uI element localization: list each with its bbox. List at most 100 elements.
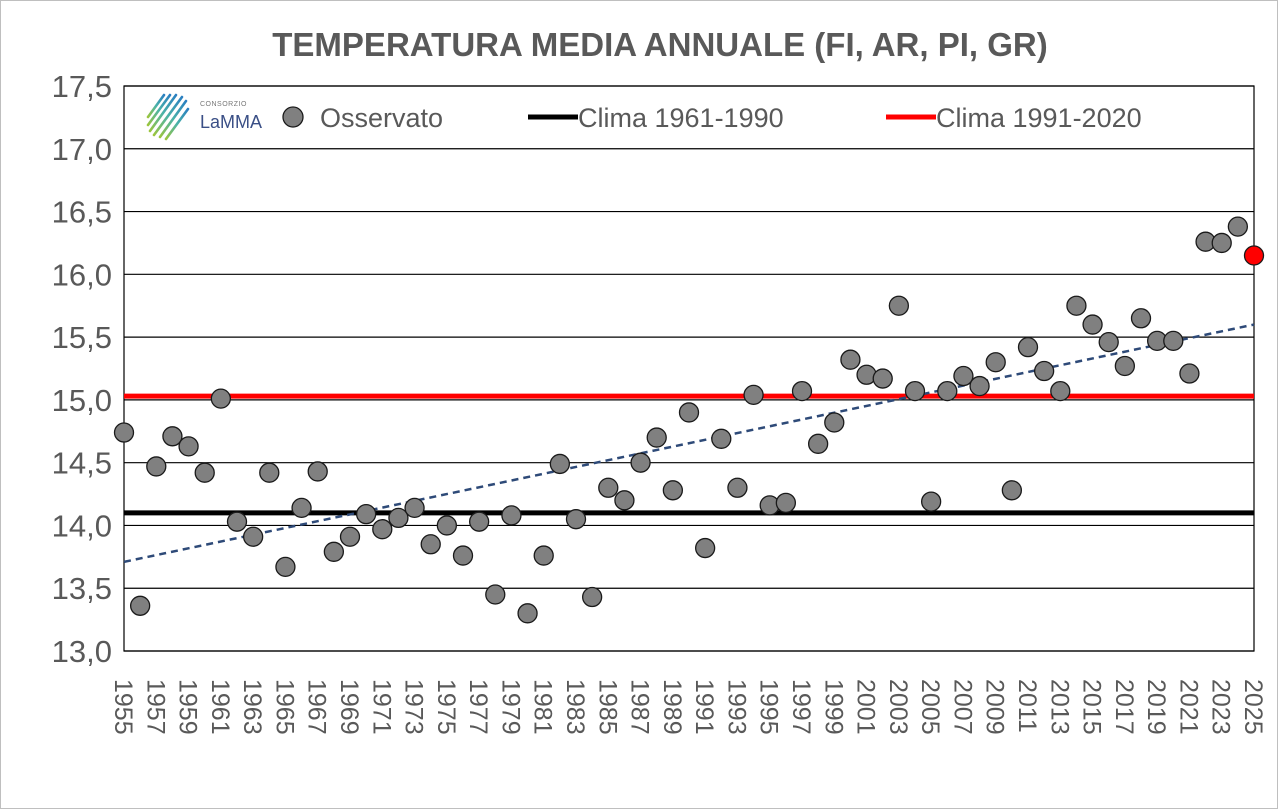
x-tick-label: 1993 [722,679,750,735]
x-tick-label: 2001 [852,679,880,735]
y-tick-label: 15,5 [52,320,112,355]
data-point [372,519,393,540]
x-tick-label: 2023 [1207,679,1235,735]
data-point [420,534,441,555]
x-tick-label: 1979 [496,679,524,735]
x-tick-label: 1995 [755,679,783,735]
x-tick-label: 1981 [529,679,557,735]
x-tick-label: 1959 [174,679,202,735]
x-tick-label: 2013 [1045,679,1073,735]
data-point [1001,480,1023,501]
data-point [791,380,813,402]
data-point [678,402,700,423]
x-tick-label: 1975 [432,679,460,735]
x-tick-label: 2025 [1239,679,1267,735]
y-tick-label: 17,5 [52,69,112,104]
x-tick-label: 1971 [367,679,395,735]
y-tick-label: 14,5 [52,446,112,481]
data-point [1130,308,1152,329]
legend-marker-osservato [282,106,304,128]
data-point [1033,360,1055,382]
data-point [1066,295,1087,316]
data-point [226,511,248,532]
data-point [1017,337,1039,358]
x-tick-label: 1961 [206,679,234,735]
data-point [452,545,474,566]
data-point [969,375,990,397]
data-point [113,422,135,443]
x-tick-label: 1985 [593,679,621,735]
x-tick-label: 1983 [561,679,589,735]
data-point [662,480,684,501]
x-tick-label: 2019 [1142,679,1170,735]
data-point [549,453,571,475]
x-tick-label: 1997 [787,679,815,735]
data-point [727,477,748,498]
x-tick-label: 1967 [303,679,331,735]
x-tick-label: 2009 [981,679,1009,735]
x-tick-label: 2005 [916,679,944,735]
data-point [162,426,183,447]
data-point [1227,216,1249,237]
y-tick-label: 16,0 [52,257,112,292]
data-point [275,556,296,578]
data-point [323,541,345,562]
lamma-logo-mark [146,93,190,141]
data-point [533,545,554,566]
data-point [436,515,458,536]
x-tick-label: 2021 [1174,679,1202,735]
data-point [501,505,522,526]
x-tick-label: 1991 [690,679,718,735]
observed-points [113,216,1265,624]
data-point [807,433,829,454]
y-tick-label: 15,0 [52,383,112,418]
data-point [1114,355,1136,377]
x-tick-label: 2015 [1078,679,1106,735]
data-point [178,436,199,457]
data-point [404,497,425,519]
y-tick-label: 17,0 [52,132,112,167]
data-point [388,507,409,529]
x-tick-label: 1977 [464,679,492,735]
y-tick-label: 13,0 [52,634,112,669]
logo-lamma-text: LaMMA [200,112,263,132]
y-axis-ticks: 13,0 13,5 14,0 14,5 15,0 15,5 16,0 16,5 17,0 17,5 [52,69,112,669]
x-tick-label: 1955 [109,679,137,735]
data-point [872,368,893,389]
data-point [129,595,151,616]
data-point [840,349,861,370]
x-tick-label: 1973 [400,679,428,735]
x-tick-label: 1963 [238,679,266,735]
x-tick-label: 1999 [819,679,847,735]
data-point [1050,380,1071,402]
trendline [123,323,1255,564]
legend-label-clima-1991-2020: Clima 1991-2020 [936,103,1142,133]
y-tick-label: 14,0 [52,508,112,543]
x-tick-label: 2017 [1110,679,1138,735]
y-tick-label: 16,5 [52,195,112,230]
data-point [485,584,506,605]
data-point [291,497,312,519]
data-point [1211,232,1232,254]
data-point [146,456,167,477]
x-tick-label: 1957 [141,679,169,735]
x-tick-label: 1969 [335,679,363,735]
data-point [1098,331,1119,353]
x-tick-label: 1989 [658,679,686,735]
data-point [242,526,264,547]
data-point [824,412,845,433]
x-tick-label: 1965 [270,679,298,735]
data-point [614,490,635,511]
data-point [468,511,490,532]
legend: Osservato Clima 1961-1990 Clima 1991-2020 [282,103,1142,133]
data-point [953,365,974,387]
data-point [904,380,926,402]
gridlines [123,85,1255,652]
data-point [581,586,603,608]
x-tick-label: 2011 [1013,679,1041,733]
data-point [565,509,587,530]
data-point [711,428,732,449]
data-point [743,384,764,406]
data-point [694,537,716,559]
